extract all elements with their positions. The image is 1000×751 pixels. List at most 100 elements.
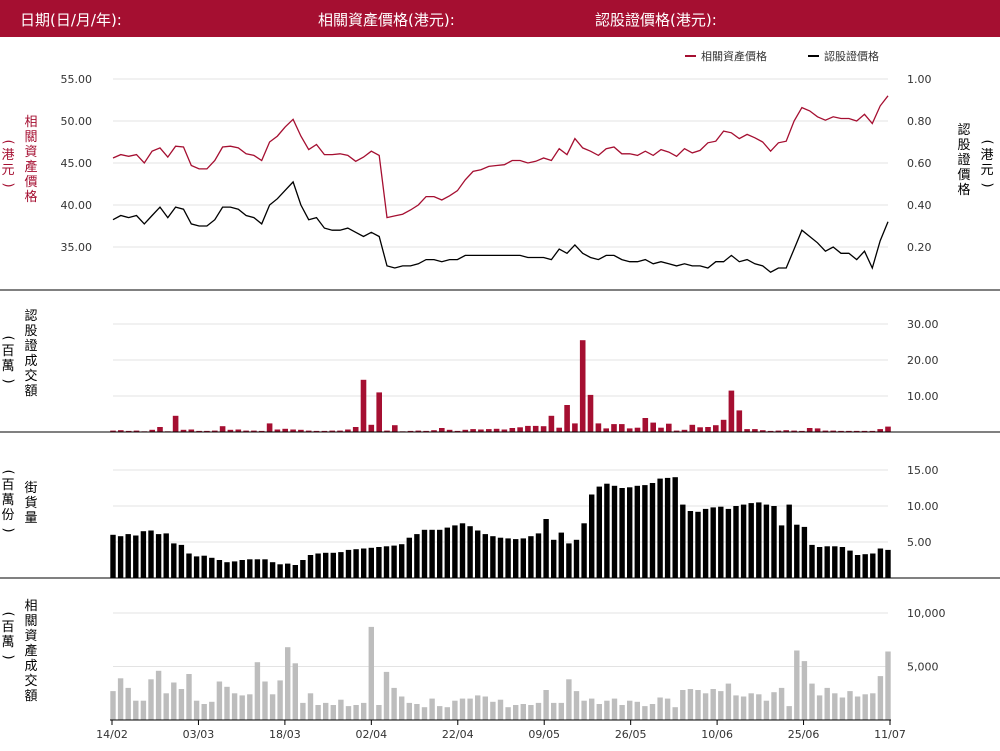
underlying-turnover-bar: [209, 701, 215, 720]
underlying-turnover-bar: [391, 687, 397, 720]
outstanding-y-tick: 15.00: [907, 464, 939, 477]
y-axis-title-underlying-turnover-unit-char: 百: [1, 620, 14, 635]
warrant-turnover-bar: [329, 430, 335, 432]
warrant-turnover-bar: [767, 430, 774, 432]
outstanding-bar: [611, 485, 618, 578]
underlying-turnover-bar: [292, 663, 298, 720]
underlying-turnover-bar: [110, 691, 116, 720]
warrant-turnover-bar: [548, 415, 555, 432]
underlying-turnover-bar: [163, 693, 169, 721]
warrant-turnover-bar: [360, 379, 367, 432]
warrant-turnover-bar: [415, 430, 422, 432]
y-tick-right: 0.40: [907, 199, 932, 212]
outstanding-bar: [338, 552, 344, 578]
outstanding-bar: [467, 526, 473, 578]
underlying-turnover-bar: [634, 701, 640, 720]
y-axis-title-left-char: 價: [24, 175, 37, 190]
outstanding-bar: [748, 503, 754, 578]
outstanding-bar: [429, 529, 435, 578]
underlying-turnover-bar: [338, 699, 344, 720]
underlying-turnover-bar: [148, 679, 154, 720]
warrant-turnover-bar: [626, 428, 633, 432]
warrant-turnover-bar: [603, 428, 609, 432]
warrant-turnover-bar: [376, 392, 382, 432]
outstanding-bar: [247, 559, 253, 578]
underlying-turnover-bar: [627, 700, 633, 720]
y-axis-title-right-char: 格: [957, 182, 970, 198]
x-tick-label: 02/04: [355, 728, 387, 741]
x-tick-label: 09/05: [528, 728, 560, 741]
outstanding-bar: [619, 488, 625, 578]
underlying-turnover-bar: [839, 697, 846, 720]
underlying-turnover-bar: [695, 690, 701, 720]
outstanding-bar: [710, 507, 716, 578]
warrant-turnover-bar: [720, 419, 727, 432]
underlying-turnover-bar: [224, 686, 230, 720]
underlying-turnover-bar: [877, 676, 884, 720]
y-axis-title-left-char: 相: [24, 115, 37, 130]
y-axis-title-right-unit-char: 元: [980, 163, 993, 178]
warrant-turnover-bar: [791, 430, 797, 432]
warrant-turnover-bar: [861, 430, 868, 432]
underlying-turnover-bar: [733, 695, 739, 720]
underlying-turnover-bar: [414, 704, 420, 721]
warrant-turnover-bar: [525, 425, 531, 432]
underlying-turnover-bar: [231, 693, 238, 721]
underlying-turnover-bar: [589, 698, 595, 720]
underlying-turnover-bar: [315, 705, 321, 720]
y-axis-title-underlying-turnover-char: 交: [24, 673, 37, 689]
outstanding-bar: [216, 560, 223, 578]
underlying-turnover-bar: [125, 687, 131, 720]
y-axis-title-warrant-turnover-char: 成: [24, 354, 37, 369]
underlying-turnover-bar: [786, 706, 792, 720]
y-tick-right: 0.80: [907, 115, 932, 128]
outstanding-bar: [475, 530, 481, 578]
outstanding-bar: [877, 548, 884, 578]
y-axis-title-underlying-turnover-char: 關: [24, 614, 37, 629]
y-axis-title-warrant-turnover-char: 認: [24, 308, 37, 324]
outstanding-bar: [596, 486, 602, 578]
warrant-turnover-bar: [227, 429, 234, 432]
warrant-turnover-bar: [423, 430, 429, 432]
y-axis-title-outstanding-unit-char: (: [1, 469, 16, 474]
outstanding-bar: [482, 534, 488, 578]
outstanding-bar: [323, 552, 329, 578]
underlying-turnover-bar: [672, 707, 678, 720]
warrant-turnover-bar: [352, 427, 359, 432]
outstanding-bar: [778, 525, 785, 578]
underlying-turnover-bar: [353, 705, 359, 720]
warrant-turnover-bar: [564, 405, 570, 432]
underlying-turnover-bar: [467, 698, 473, 720]
underlying-turnover-bar: [345, 706, 352, 720]
warrant-turnover-bar: [587, 394, 594, 432]
warrant-turnover-bar: [110, 430, 116, 432]
underlying-turnover-bar: [794, 650, 800, 720]
underlying-turnover-bar: [330, 705, 336, 720]
outstanding-bar: [186, 553, 192, 578]
warrant-turnover-bar: [752, 429, 758, 432]
x-tick-label: 22/04: [442, 728, 474, 741]
outstanding-bar: [854, 555, 861, 578]
outstanding-bar: [269, 562, 276, 578]
warrant-turnover-bar: [282, 428, 288, 432]
warrant-turnover-bar: [619, 424, 625, 432]
outstanding-bar: [558, 532, 564, 578]
underlying-turnover-bar: [497, 699, 504, 720]
underlying-turnover-bar: [543, 690, 549, 720]
x-tick-label: 14/02: [96, 728, 128, 741]
outstanding-bar: [262, 559, 268, 578]
outstanding-bar: [680, 504, 686, 578]
outstanding-bar: [406, 537, 412, 578]
outstanding-bar: [239, 560, 245, 578]
warrant-turnover-y-tick: 10.00: [907, 390, 939, 403]
y-axis-title-left-char: 產: [24, 159, 37, 175]
warrant-turnover-y-tick: 30.00: [907, 318, 939, 331]
y-axis-title-left-char: 資: [24, 145, 37, 160]
warrant-turnover-bar: [517, 427, 523, 432]
warrant-price-label: 認股證價格(港元):: [595, 11, 717, 29]
warrant-turnover-bar: [799, 430, 805, 432]
outstanding-bar: [490, 536, 496, 578]
underlying-turnover-bar: [847, 691, 853, 720]
underlying-turnover-bar: [832, 693, 838, 721]
outstanding-bar: [702, 508, 709, 578]
